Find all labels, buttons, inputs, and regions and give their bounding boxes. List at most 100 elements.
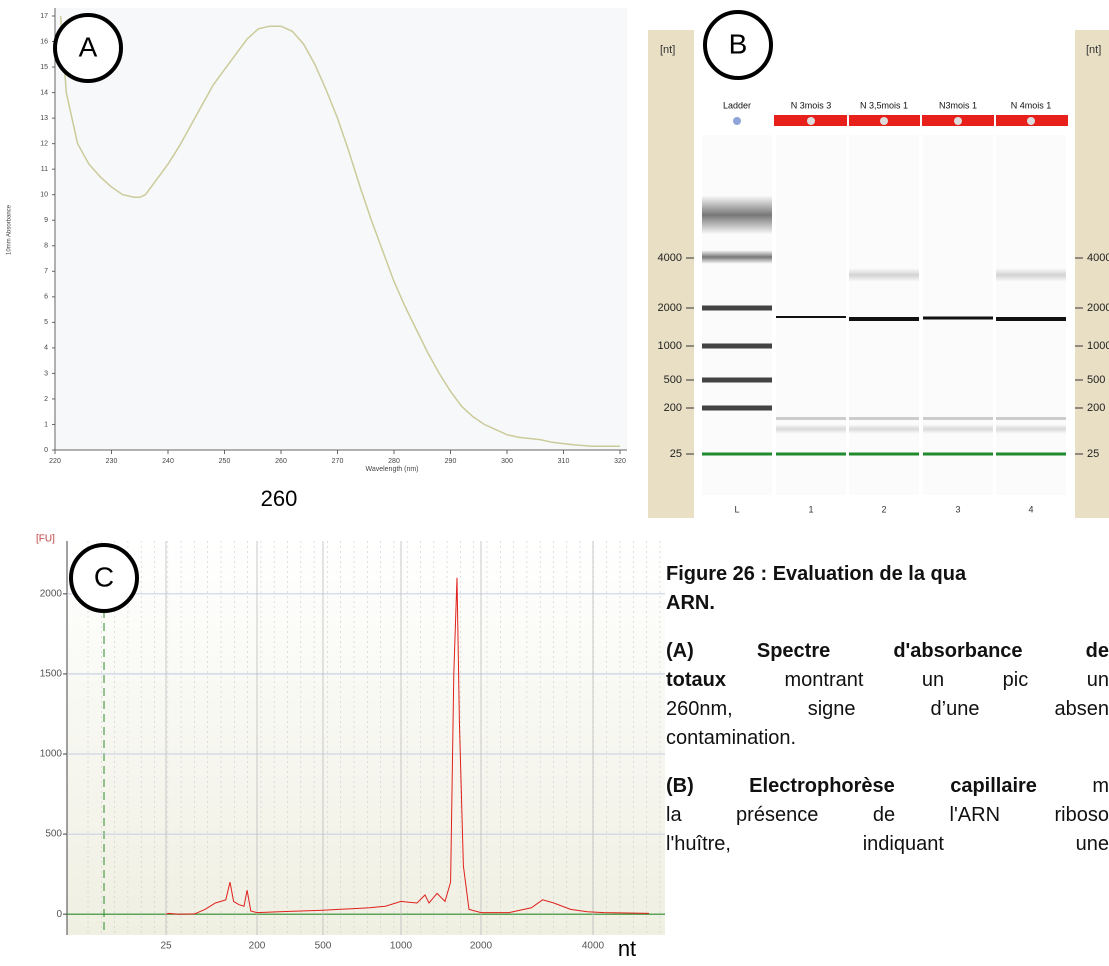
gel-sidebar [648,30,694,518]
x-axis-label: Wavelength (nm) [365,466,418,473]
faint-band [996,424,1066,434]
y-tick-label: 15 [40,64,48,71]
lane-number: 4 [1028,504,1033,514]
x-tick-label: 240 [162,458,174,465]
y-tick-label: 1000 [40,749,63,760]
x-tick-label: 300 [501,458,513,465]
x-tick-label: 220 [49,458,61,465]
lane-dot [880,117,888,125]
marker-band [849,453,919,456]
y-tick-label: 13 [40,115,48,122]
marker-band [996,453,1066,456]
spacer [666,618,1109,637]
text: m [1037,775,1109,797]
caption-line: 260nm, signe d’une absen [666,695,1109,724]
caption-title: Figure 26 : Evaluation de la qua [666,560,1109,589]
text: montrant un pic un [726,669,1109,691]
lane-dot [807,117,815,125]
rrna-band [923,317,993,320]
marker-band [776,453,846,456]
y-tick-label: 2 [44,396,48,403]
plot-area [55,8,627,450]
gel-sidebar [1075,30,1109,518]
y-tick-label: 500 [664,374,682,386]
annotation: 260 [261,486,298,511]
y-tick-label: 17 [40,13,48,20]
rrna-band [849,317,919,321]
y-tick-label: 2000 [1087,302,1109,314]
y-axis-label: 10mm Absorbance [7,204,13,255]
x-tick-label: 320 [614,458,626,465]
lane-name: N 3mois 3 [791,100,832,110]
y-tick-label: 0 [44,447,48,454]
y-tick-label: 8 [44,243,48,250]
y-tick-label: 1000 [1087,340,1109,352]
y-tick-label: 9 [44,217,48,224]
faint-band [996,268,1066,282]
y-tick-label: 1 [44,421,48,428]
y-tick-label: 25 [670,448,682,460]
marker-band [702,453,772,456]
y-tick-label: 0 [56,909,62,920]
lane-number: L [734,504,739,514]
y-tick-label: 4000 [1087,252,1109,264]
caption-line: la présence de l'ARN riboso [666,801,1109,830]
plot-area [67,541,665,935]
y-tick-label: 500 [45,829,62,840]
ladder-band [702,406,772,411]
lane-number: 1 [808,504,813,514]
caption-line: contamination. [666,724,1109,753]
caption-line: (A) Spectre d'absorbance de [666,637,1109,666]
lane-name: Ladder [723,100,751,110]
faint-band [996,417,1066,420]
text: l'huître, indiquant une [666,833,1109,855]
lane-name: N 3,5mois 1 [860,100,908,110]
text: contamination. [666,727,796,749]
y-tick-label: 6 [44,294,48,301]
y-tick-label: 3 [44,370,48,377]
x-tick-label: 280 [388,458,400,465]
y-tick-label: 200 [1087,402,1105,414]
caption-title: ARN. [666,589,1109,618]
panel-letter: B [729,28,748,59]
ladder-smear [702,195,772,235]
lane-name: N 4mois 1 [1011,100,1052,110]
x-tick-label: 250 [219,458,231,465]
y-tick-label: 2000 [40,588,63,599]
x-tick-label: 260 [275,458,287,465]
y-tick-label: 7 [44,268,48,275]
y-tick-label: 12 [40,140,48,147]
rrna-band [996,317,1066,321]
faint-band [923,424,993,434]
y-tick-label: 14 [40,89,48,96]
x-tick-label: 230 [106,458,118,465]
ladder-band [702,344,772,349]
ladder-band [702,378,772,383]
ladder-band [702,306,772,311]
faint-band [849,424,919,434]
faint-band [849,268,919,282]
bold-text: ARN. [666,592,715,614]
x-tick-label: 25 [160,941,172,952]
x-tick-label: 4000 [582,941,605,952]
y-tick-label: 4 [44,345,48,352]
caption-line: totaux montrant un pic un [666,666,1109,695]
marker-band [923,453,993,456]
lane [702,135,772,495]
y-tick-label: 200 [664,402,682,414]
y-tick-label: 11 [41,166,48,173]
x-tick-label: 2000 [470,941,493,952]
x-tick-label: 500 [315,941,332,952]
y-tick-label: 2000 [658,302,682,314]
lane-number: 3 [955,504,960,514]
rrna-band [776,316,846,318]
panel-letter: C [94,561,114,592]
lane-dot [1027,117,1035,125]
y-tick-label: 500 [1087,374,1105,386]
text: 260nm, signe d’une absen [666,698,1109,720]
lane [849,135,919,495]
faint-band [923,417,993,420]
bold-text: Figure 26 : Evaluation de la qua [666,563,966,585]
x-tick-label: 290 [445,458,457,465]
y-tick-label: 10 [40,192,48,199]
